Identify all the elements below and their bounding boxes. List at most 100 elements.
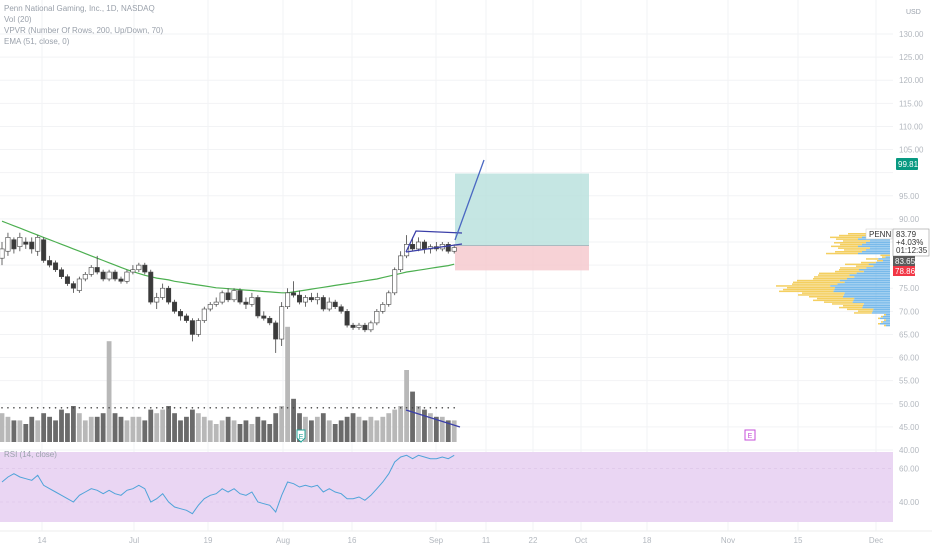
volume-average-dot <box>120 407 122 409</box>
vpvr-down-bar <box>835 270 864 273</box>
volume-bar <box>142 420 148 442</box>
time-tick: 18 <box>643 536 652 545</box>
vpvr-up-bar <box>886 319 890 321</box>
vpvr-down-bar <box>878 323 880 325</box>
vpvr-down-bar <box>834 242 866 244</box>
vpvr-up-bar <box>830 285 890 287</box>
volume-average-dot <box>286 407 289 409</box>
time-tick: 11 <box>482 536 491 545</box>
volume-bar <box>148 409 154 442</box>
volume-average-dot <box>382 407 384 409</box>
rsi-band <box>0 452 893 522</box>
volume-bar <box>392 409 398 442</box>
volume-bar <box>112 413 118 442</box>
candle <box>35 235 41 256</box>
vpvr-down-bar <box>844 249 866 251</box>
candle <box>53 260 59 273</box>
volume-average-dot <box>441 407 444 409</box>
price-tick: 105.00 <box>899 146 924 155</box>
volume-average-dot <box>227 407 229 409</box>
change-text: +4.03% <box>896 238 923 247</box>
volume-bar <box>207 420 213 442</box>
candle <box>41 237 47 263</box>
volume-bar <box>195 413 201 442</box>
volume-bar <box>41 413 47 442</box>
vpvr-down-bar <box>787 287 835 289</box>
breakout-projection-line[interactable] <box>454 159 485 241</box>
volume-average-dot <box>364 407 366 409</box>
legend-vol: Vol (20) <box>4 15 32 24</box>
volume-average-dot <box>1 407 3 409</box>
volume-average-dot <box>221 407 223 409</box>
candle <box>368 320 374 333</box>
vpvr-down-bar <box>813 299 854 302</box>
candle <box>76 276 82 293</box>
vpvr-up-bar <box>880 323 890 325</box>
volume-bar <box>82 420 88 442</box>
profit-zone[interactable] <box>455 173 589 246</box>
rsi-tick: 40.00 <box>899 498 920 507</box>
candle <box>386 290 392 307</box>
target-price-tag: 99.81 <box>896 158 919 170</box>
price-tick: 95.00 <box>899 192 920 201</box>
vpvr-up-bar <box>863 270 890 273</box>
candle <box>380 302 386 314</box>
vpvr-down-bar <box>824 301 853 303</box>
candle <box>433 242 439 252</box>
time-tick: 14 <box>38 536 47 545</box>
volume-bar <box>71 406 76 442</box>
price-tick: 60.00 <box>899 354 920 363</box>
currency-label: USD <box>906 9 921 16</box>
vpvr-up-bar <box>863 303 890 305</box>
volume-average-dot <box>78 407 81 409</box>
vpvr-up-bar <box>844 281 890 284</box>
volume-bar <box>47 416 52 442</box>
drawings[interactable] <box>405 159 589 428</box>
volume-bar <box>190 409 195 442</box>
volume-average-dot <box>138 407 140 409</box>
volume-bar <box>451 420 457 442</box>
volume-bar <box>160 409 166 442</box>
triangle-upper-line[interactable] <box>405 230 463 253</box>
volume-bar <box>386 413 392 442</box>
earnings-marker-1[interactable]: E <box>296 429 306 443</box>
legend-vpvr: VPVR (Number Of Rows, 200, Up/Down, 70) <box>4 26 164 35</box>
candle <box>356 322 362 330</box>
volume-bar <box>273 413 279 442</box>
volume-bar <box>231 420 237 442</box>
vpvr-down-bar <box>881 321 883 323</box>
volume-average-dot <box>352 407 354 409</box>
volume-bar <box>237 424 243 442</box>
vpvr-up-bar <box>853 299 890 302</box>
earnings-marker-2[interactable]: E <box>744 429 756 441</box>
volume-average-dot <box>13 407 15 409</box>
candle <box>392 267 398 296</box>
triangle-lower-line[interactable] <box>405 243 463 253</box>
volume-trend-line[interactable] <box>405 409 461 428</box>
volume-average-dot <box>387 407 390 409</box>
candle <box>88 265 94 277</box>
candle <box>326 297 332 312</box>
time-axis[interactable]: 14 Jul 19 Aug 16 Sep 11 22 Oct 18 Nov 15 Dec <box>38 536 884 545</box>
price-tick: 130.00 <box>899 30 924 39</box>
last-price-text: 83.79 <box>896 230 917 239</box>
volume-average-dot <box>429 407 432 409</box>
vpvr-down-bar <box>854 312 872 314</box>
last-price-tag: PENN 83.79 +4.03% 01:12:35 <box>865 228 930 257</box>
candle <box>320 295 326 312</box>
volume-profile <box>776 233 890 327</box>
volume-average-dot <box>185 407 188 409</box>
vpvr-up-bar <box>837 283 890 285</box>
price-tick: 75.00 <box>899 284 920 293</box>
candle <box>302 295 308 307</box>
volume-average-dot <box>36 407 39 409</box>
candle <box>82 272 88 282</box>
volume-average-dot <box>322 407 325 409</box>
loss-zone[interactable] <box>455 245 589 271</box>
candle <box>142 262 148 275</box>
candle <box>338 304 344 314</box>
vpvr-down-bar <box>866 258 879 260</box>
vpvr-up-bar <box>886 324 890 327</box>
